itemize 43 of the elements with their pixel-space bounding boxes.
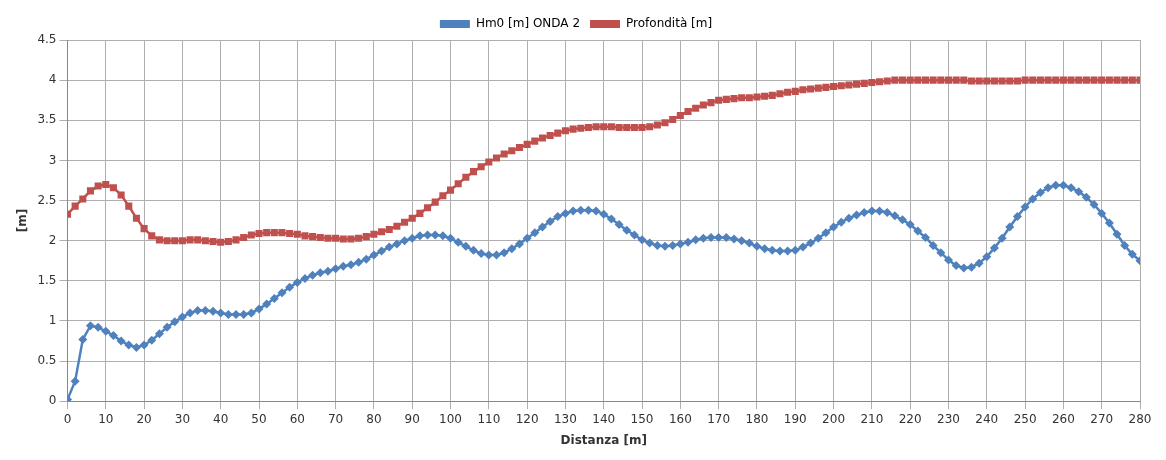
x-tick-label: 70 [327,411,344,426]
x-tick-label: 250 [1013,411,1037,426]
x-tick-label: 60 [289,411,305,426]
x-tick-label: 270 [1090,411,1114,426]
x-tick-label: 90 [404,411,420,426]
x-tick-label: 150 [630,411,654,426]
y-tick-label: 1 [48,313,57,328]
y-tick-label: 4 [48,72,57,87]
x-tick-label: 110 [477,411,501,426]
y-tick-label: 4.5 [37,32,57,47]
y-axis-title: [m] [15,208,30,233]
x-tick-label: 140 [592,411,616,426]
x-tick-label: 20 [136,411,152,426]
x-tick-label: 40 [213,411,229,426]
x-tick-label: 190 [783,411,807,426]
x-tick-label: 280 [1128,411,1152,426]
x-tick-label: 50 [251,411,267,426]
x-tick-label: 180 [745,411,769,426]
y-tick-label: 2 [48,232,57,247]
x-tick-label: 240 [975,411,999,426]
x-tick-label: 230 [937,411,960,426]
x-tick-label: 210 [860,411,884,426]
legend-label: Hm0 [m] ONDA 2 [475,16,581,31]
x-tick-label: 160 [668,411,692,426]
x-tick-label: 100 [439,411,462,426]
x-tick-label: 30 [174,411,191,426]
y-tick-label: 3.5 [37,112,57,127]
x-tick-label: 260 [1051,411,1075,426]
x-tick-label: 170 [707,411,731,426]
x-tick-label: 0 [63,411,72,426]
y-tick-label: 2.5 [37,192,57,207]
x-tick-label: 130 [553,411,577,426]
y-tick-label: 0.5 [37,353,57,368]
x-tick-label: 10 [98,411,114,426]
y-tick-label: 1.5 [37,272,57,287]
x-tick-label: 220 [898,411,922,426]
legend-label: Profondità [m] [626,16,713,31]
x-tick-label: 120 [515,411,539,426]
x-axis-title: Distanza [m] [560,432,647,447]
y-tick-label: 3 [48,152,57,167]
y-tick-label: 0 [48,393,57,408]
x-tick-label: 80 [366,411,382,426]
x-tick-label: 200 [822,411,846,426]
